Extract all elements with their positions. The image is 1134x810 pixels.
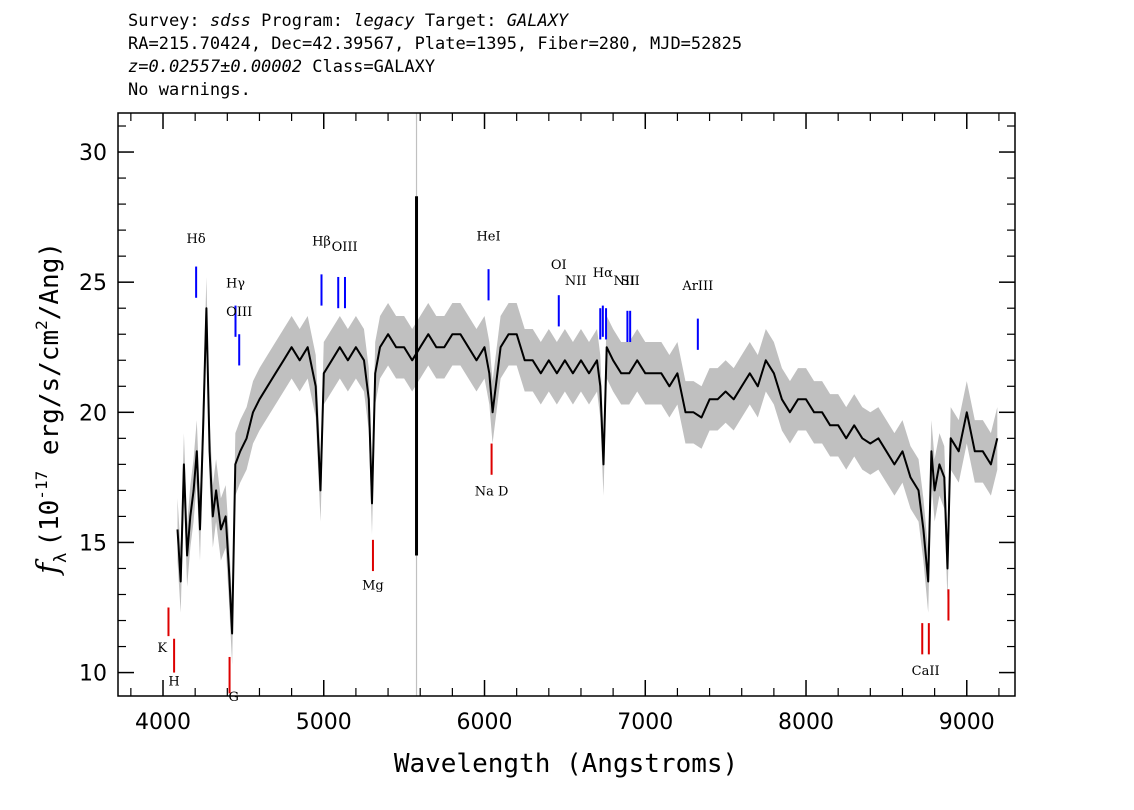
y-axis-pre: (10 (35, 500, 65, 547)
spectral-line-label: Hβ (312, 235, 331, 250)
error-band-layer (177, 276, 998, 665)
x-tick-label: 7000 (617, 710, 673, 735)
header-line-survey: Survey: sdss Program: legacy Target: GAL… (128, 10, 742, 33)
x-axis-title: Wavelength (Angstroms) (394, 749, 738, 779)
plot-frame (117, 112, 1016, 697)
x-tick-label: 9000 (939, 710, 995, 735)
spectral-line-label: CaII (912, 664, 940, 679)
program-label: Program: (250, 11, 354, 31)
header-line-coordinates: RA=215.70424, Dec=42.39567, Plate=1395, … (128, 34, 743, 54)
spectral-line-label: Hα (593, 266, 613, 281)
flux-layer (176, 196, 999, 635)
y-axis-exponent-2: 2 (32, 320, 51, 330)
spectral-line-label: K (157, 641, 167, 656)
spectral-line-label: OIII (332, 240, 358, 255)
spectral-line-label: Hγ (226, 276, 245, 291)
spectral-line-label: G (229, 690, 239, 705)
y-tick-label: 15 (79, 531, 107, 556)
x-tick-label: 6000 (457, 710, 513, 735)
spectral-line-label: NII (614, 274, 636, 289)
y-tick-label: 10 (79, 662, 107, 687)
y-axis-exponent: -17 (32, 471, 51, 500)
class-value: Class=GALAXY (302, 57, 436, 77)
header-line-redshift: z=0.02557±0.00002 Class=GALAXY (128, 56, 742, 79)
axis-ticks (118, 113, 1015, 696)
spectral-line-label: Hδ (187, 232, 206, 247)
spectral-line-label: H (168, 675, 179, 690)
flux-line (176, 307, 999, 635)
y-axis-mid: erg/s/cm (35, 330, 65, 471)
redshift-value: z=0.02557±0.00002 (128, 57, 302, 77)
spectral-line-label: HeI (476, 230, 500, 245)
y-axis-post: /Ang) (35, 242, 65, 320)
survey-label: Survey: (128, 11, 210, 31)
spectral-line-label: ArIII (681, 279, 713, 294)
spectral-line-label: OI (551, 258, 567, 273)
spectral-line-markers (167, 266, 950, 694)
error-band (177, 276, 998, 665)
x-tick-label: 4000 (135, 710, 191, 735)
header-line-warnings: No warnings. (128, 80, 251, 100)
spectral-line-label: Mg (362, 578, 384, 593)
x-tick-label: 8000 (778, 710, 834, 735)
spectral-line-label: Na D (475, 485, 509, 500)
survey-value: sdss (209, 11, 251, 31)
spectral-line-label: OIII (226, 305, 252, 320)
y-tick-label: 20 (79, 401, 107, 426)
program-value: legacy (353, 11, 415, 31)
y-axis-title: fλ(10-17 erg/s/cm2/Ang) (31, 242, 71, 576)
y-tick-label: 30 (79, 141, 107, 166)
x-tick-label: 5000 (296, 710, 352, 735)
spectral-line-label: NII (565, 274, 587, 289)
spectrum-header: Survey: sdss Program: legacy Target: GAL… (128, 10, 742, 102)
target-label: Target: (414, 11, 507, 31)
y-axis-subscript: λ (51, 553, 71, 563)
y-tick-label: 25 (79, 271, 107, 296)
spectral-line-label: SII (621, 274, 640, 289)
target-value: GALAXY (506, 11, 569, 31)
axis-tick-labels: 4000 5000 6000 7000 8000 9000 10 15 20 25 30 (79, 141, 995, 735)
